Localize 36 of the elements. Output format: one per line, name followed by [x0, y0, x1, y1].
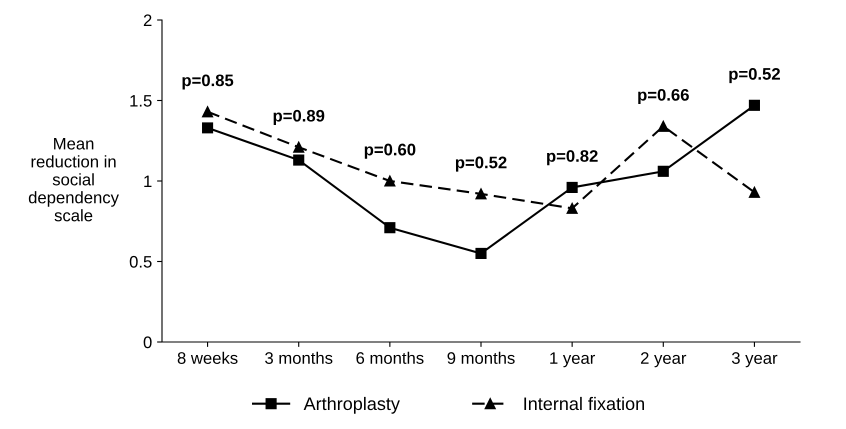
annotation: p=0.66 [638, 88, 689, 104]
point [202, 106, 214, 118]
y-tick-label: 1 [144, 176, 152, 188]
x-tick-label: 3 year [732, 352, 778, 368]
point [658, 120, 669, 132]
annotation: p=0.60 [364, 144, 416, 159]
x-tick-label: 8 weeks [178, 352, 238, 364]
y-tick-label: 0 [144, 336, 152, 348]
point [475, 248, 487, 260]
point [748, 100, 760, 111]
x-tick-label: 3 months [265, 352, 332, 364]
x-tick-label: 2 year [640, 352, 686, 368]
x-tick-label: 9 months [448, 352, 515, 364]
annotation: p=0.52 [456, 156, 507, 172]
y-tick-label: 2 [144, 14, 152, 26]
point [566, 202, 578, 214]
point [293, 154, 304, 166]
annotation: p=0.89 [274, 110, 324, 125]
point [475, 188, 487, 200]
y-tick-label: 0.5 [130, 256, 152, 268]
point [658, 166, 669, 177]
point [293, 142, 304, 153]
x-tick-label: 6 months [356, 352, 424, 364]
annotation: p=0.85 [182, 74, 234, 90]
annotation: p=0.52 [729, 68, 780, 84]
y-axis-title: Mean reduction in social dependency scale [28, 138, 119, 222]
legend-label: Arthroplasty [304, 396, 400, 414]
point [384, 222, 396, 234]
x-tick-label: 1 year [550, 352, 596, 368]
y-tick-label: 1.5 [130, 95, 152, 107]
point [202, 122, 214, 134]
point [566, 182, 578, 193]
legend-label: Internal fixation [524, 396, 644, 410]
point [748, 186, 760, 198]
point [384, 175, 396, 187]
annotation: p=0.82 [547, 150, 598, 166]
